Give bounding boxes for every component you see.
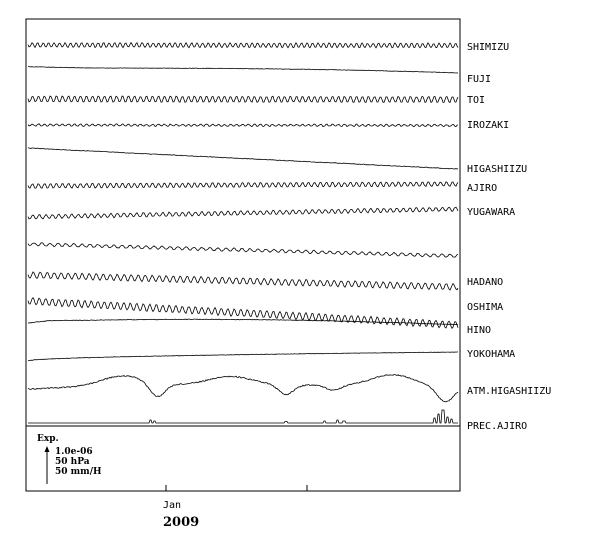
series-label-hino: HINO	[467, 325, 491, 336]
scale-legend: Exp. 1.0e-06 50 hPa 50 mm/H	[37, 434, 102, 484]
series-line-toi	[27, 95, 459, 104]
series-line-higashiizu	[27, 147, 459, 170]
series-line-yokohama	[27, 351, 459, 362]
traces	[27, 41, 459, 424]
series-label-yugawara: YUGAWARA	[467, 207, 515, 218]
series-label-higashiizu: HIGASHIIZU	[467, 164, 527, 175]
series-line-unlabeled-7	[27, 242, 459, 258]
scale-title: Exp.	[37, 434, 59, 444]
series-label-atm-higashiizu: ATM.HIGASHIIZU	[467, 386, 551, 397]
series-line-hadano	[27, 271, 459, 291]
series-line-irozaki	[27, 123, 459, 128]
series-line-yugawara	[27, 206, 459, 220]
series-line-ajiro	[27, 181, 459, 189]
series-label-fuji: FUJI	[467, 74, 491, 85]
x-year-label: 2009	[163, 515, 199, 530]
scale-line-1: 1.0e-06	[55, 447, 93, 457]
series-line-atm-higashiizu	[27, 374, 459, 403]
scale-arrow-head	[44, 446, 50, 452]
series-label-prec-ajiro: PREC.AJIRO	[467, 421, 527, 432]
series-line-hino	[27, 318, 459, 326]
series-label-irozaki: IROZAKI	[467, 120, 509, 131]
series-line-fuji	[28, 66, 459, 74]
series-label-ajiro: AJIRO	[467, 183, 497, 194]
x-tick-label: Jan	[163, 500, 181, 511]
series-label-hadano: HADANO	[467, 277, 503, 288]
series-labels: SHIMIZU FUJI TOI IROZAKI HIGASHIIZU AJIRO YUGA…	[467, 42, 551, 432]
series-label-toi: TOI	[467, 95, 485, 106]
plot-frame	[25, 18, 461, 492]
series-label-yokohama: YOKOHAMA	[467, 349, 515, 360]
series-line-shimizu	[27, 41, 459, 49]
scale-line-2: 50 hPa	[55, 457, 90, 467]
series-line-oshima	[27, 297, 459, 330]
series-label-shimizu: SHIMIZU	[467, 42, 509, 53]
series-label-oshima: OSHIMA	[467, 302, 503, 313]
scale-line-3: 50 mm/H	[55, 467, 102, 477]
series-line-prec-ajiro	[28, 409, 458, 424]
